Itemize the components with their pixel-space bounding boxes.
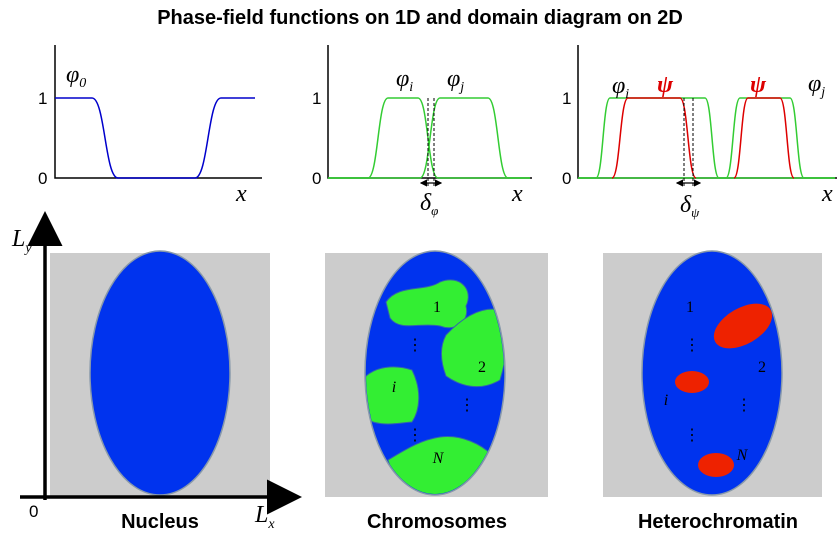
axes [54, 45, 262, 179]
plot-phi-ij: 1 0 x φi φj δφ [312, 45, 532, 218]
curve-label: φ0 [66, 62, 86, 91]
plot-psi: 1 0 x φi ψ ψ φj δψ [562, 45, 837, 220]
region-label: 2 [758, 359, 766, 376]
axes [577, 45, 837, 179]
caption: Heterochromatin [638, 511, 798, 533]
ellipsis: ⋮ ⋮ ⋮ [407, 337, 475, 444]
caption: Nucleus [121, 511, 199, 533]
svg-text:⋮: ⋮ [407, 337, 423, 354]
x-label: x [235, 181, 247, 207]
region-label: N [736, 447, 749, 464]
curve-label: ψ [750, 72, 767, 98]
x-label: x [821, 181, 833, 207]
subscript: ψ [691, 205, 700, 220]
axis-label: Lx [254, 502, 275, 532]
svg-text:⋮: ⋮ [736, 397, 752, 414]
y-tick: 1 [38, 89, 47, 108]
symbol: L [11, 226, 25, 252]
svg-text:⋮: ⋮ [684, 427, 700, 444]
svg-text:⋮: ⋮ [407, 427, 423, 444]
subscript: y [23, 241, 32, 256]
symbol: φ [447, 66, 460, 92]
region-label: 1 [433, 299, 441, 316]
subscript: i [625, 87, 629, 102]
heterochromatin [675, 303, 773, 477]
svg-text:⋮: ⋮ [459, 397, 475, 414]
curve-label: φi [612, 73, 629, 102]
symbol: δ [420, 190, 432, 216]
y-tick: 1 [562, 89, 571, 108]
width-label: δψ [680, 192, 700, 220]
y-tick: 0 [312, 169, 321, 188]
y-tick: 0 [562, 169, 571, 188]
plot-phi0: 1 0 x φ0 [38, 45, 262, 207]
x-label: x [511, 181, 523, 207]
curve [733, 97, 795, 179]
region-label: i [392, 379, 396, 396]
y-tick: 1 [312, 89, 321, 108]
curve [328, 97, 530, 179]
subscript: j [819, 85, 825, 100]
curve-label: φi [396, 66, 413, 95]
subscript: j [458, 80, 464, 95]
svg-text:⋮: ⋮ [684, 337, 700, 354]
region-label: 2 [478, 359, 486, 376]
y-tick: 0 [38, 169, 47, 188]
symbol: φ [612, 73, 625, 99]
origin: 0 [29, 502, 38, 521]
region-label: 1 [686, 299, 694, 316]
width-label: δφ [420, 190, 438, 218]
curve [328, 97, 530, 179]
nucleus [89, 250, 231, 496]
subscript: 0 [79, 76, 86, 91]
symbol: L [254, 502, 268, 528]
curve [611, 97, 697, 179]
caption: Chromosomes [367, 511, 507, 533]
subscript: x [267, 517, 275, 532]
subscript: i [409, 80, 413, 95]
curve-label: ψ [657, 72, 674, 98]
chromosomes [366, 279, 504, 494]
axis-label: Ly [11, 226, 32, 256]
curve [55, 97, 255, 179]
symbol: δ [680, 192, 692, 218]
subscript: φ [431, 203, 438, 218]
curve-label: φj [447, 66, 464, 95]
symbol: φ [396, 66, 409, 92]
title: Phase-field functions on 1D and domain d… [157, 7, 683, 29]
nucleus-outline [641, 250, 783, 496]
region-label: N [432, 450, 445, 467]
curve-label: φj [808, 71, 825, 100]
region-label: i [664, 392, 668, 409]
symbol: φ [808, 71, 821, 97]
ellipsis: ⋮ ⋮ ⋮ [684, 337, 752, 444]
nucleus-outline [364, 250, 506, 496]
symbol: φ [66, 62, 79, 88]
